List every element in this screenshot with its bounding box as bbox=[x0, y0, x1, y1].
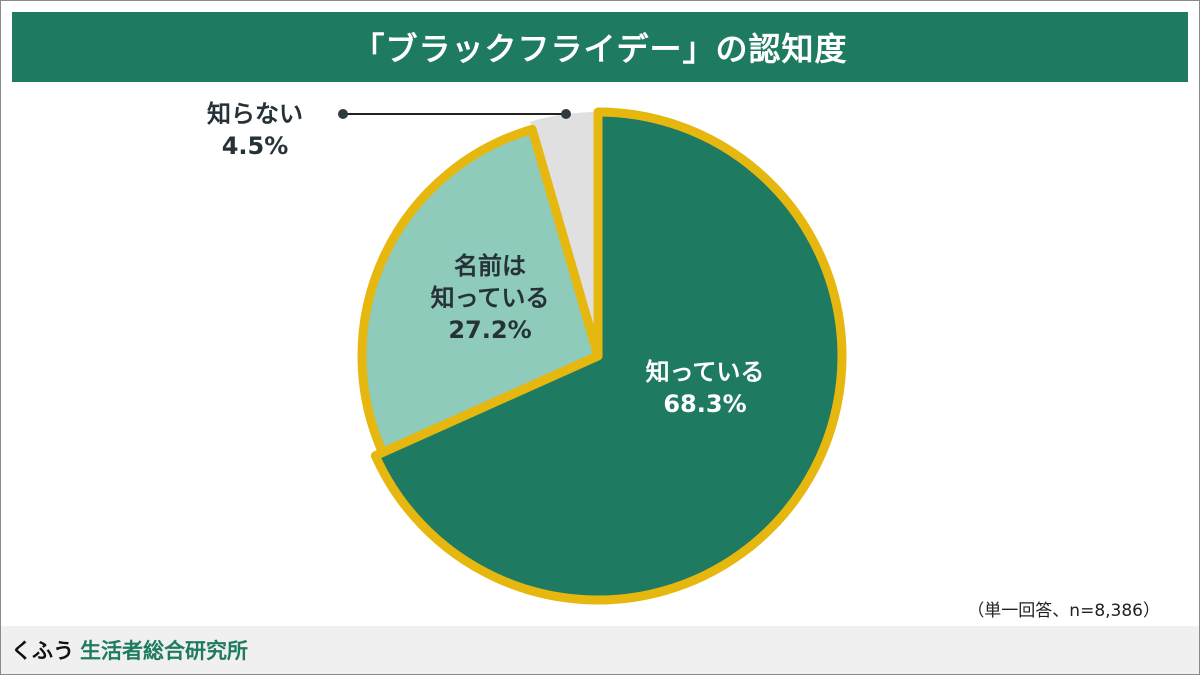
footer-org: 生活者総合研究所 bbox=[80, 639, 248, 663]
label-unknown: 知らない 4.5% bbox=[190, 98, 320, 162]
slice-value: 68.3% bbox=[663, 390, 747, 418]
sample-note: （単一回答、n=8,386） bbox=[967, 601, 1160, 621]
pie-slice-0 bbox=[370, 107, 847, 605]
slice-label: 知っている bbox=[645, 358, 765, 386]
slice-label: 知らない bbox=[207, 100, 303, 128]
label-name-only: 名前は 知っている 27.2% bbox=[400, 250, 580, 346]
pie-slice-1 bbox=[357, 124, 603, 457]
footer-brand: くふう bbox=[11, 639, 74, 663]
leader-dot-start bbox=[338, 109, 348, 119]
slice-label: 知っている bbox=[430, 284, 550, 312]
chart-title: 「ブラックフライデー」の認知度 bbox=[12, 12, 1188, 82]
label-known: 知っている 68.3% bbox=[615, 356, 795, 420]
footer: くふう 生活者総合研究所 bbox=[1, 626, 1199, 674]
slice-value: 4.5% bbox=[221, 132, 289, 160]
slice-value: 27.2% bbox=[448, 316, 532, 344]
slice-label: 名前は bbox=[454, 252, 526, 280]
leader-dot-end bbox=[561, 109, 571, 119]
